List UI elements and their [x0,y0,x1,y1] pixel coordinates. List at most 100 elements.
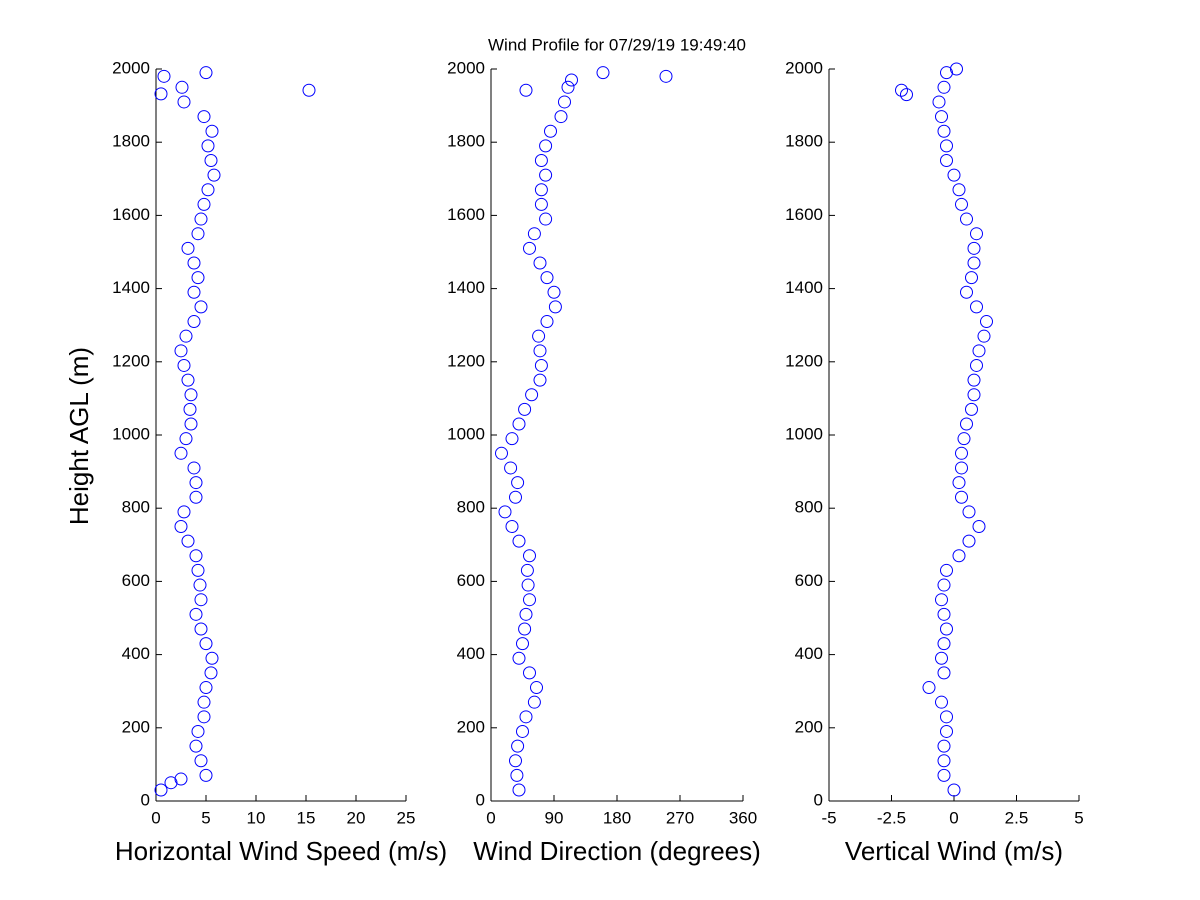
point [940,139,953,153]
point [194,593,208,607]
point [207,168,221,182]
y-tick-label: 0 [141,790,150,809]
point [967,256,981,270]
y-tick-label: 1800 [112,132,150,151]
point [970,358,983,372]
x-tick-label: 15 [297,808,316,827]
x-axis-label: Wind Direction (degrees) [473,836,761,866]
point [205,651,219,665]
point [970,227,983,241]
y-tick-label: 1000 [112,424,150,443]
point [194,300,208,314]
y-tick-label: 1200 [785,351,823,370]
point [952,549,966,563]
point [972,344,986,358]
point [520,563,534,577]
point [955,461,968,475]
point [977,329,991,343]
point [164,776,178,790]
point [197,197,211,211]
y-tick-label: 2000 [447,58,485,77]
point [521,578,535,592]
point [184,417,198,431]
point [191,563,205,577]
point [547,285,561,299]
point [937,578,951,592]
point [937,637,951,651]
y-tick-label: 1800 [785,132,823,151]
point [937,739,951,753]
point [199,681,213,695]
point [558,95,571,109]
point [193,578,207,592]
point [509,490,522,504]
point [940,66,953,80]
y-tick-label: 200 [795,717,823,736]
y-axis-label: Height AGL (m) [64,347,94,525]
point [955,446,968,460]
point [189,490,203,504]
x-tick-label: 360 [729,808,757,827]
x-tick-label: 25 [397,808,416,827]
point [962,534,976,548]
y-tick-label: 600 [122,571,150,590]
x-tick-label: 180 [603,808,631,827]
y-tick-label: 200 [122,717,150,736]
point [957,432,971,446]
y-tick-label: 1800 [447,132,485,151]
y-tick-label: 400 [457,644,485,663]
point [189,739,203,753]
point [177,95,191,109]
point [181,241,195,255]
x-tick-label: 10 [247,808,266,827]
y-tick-label: 1600 [112,205,150,224]
x-tick-label: 90 [545,808,564,827]
point [900,88,913,102]
point [516,637,529,651]
point [183,402,197,416]
y-tick-label: 200 [457,717,485,736]
y-tick-label: 1400 [447,278,485,297]
point [154,87,168,101]
point [495,446,508,460]
point [197,110,211,124]
y-tick-label: 600 [795,571,823,590]
y-tick-label: 0 [476,790,485,809]
y-tick-label: 400 [795,644,823,663]
y-tick-label: 1400 [112,278,150,297]
point [523,549,536,563]
point [544,124,557,138]
point [554,110,568,124]
y-tick-label: 800 [795,498,823,517]
point [967,241,981,255]
point [204,154,218,167]
point [540,315,554,329]
point [937,754,951,768]
point [512,651,526,665]
x-tick-label: 20 [347,808,366,827]
point [509,754,522,768]
point [548,300,562,314]
x-tick-label: 0 [949,808,958,827]
point [516,724,529,738]
point [518,402,532,416]
y-tick-label: 1200 [447,351,485,370]
y-tick-label: 1200 [112,351,150,370]
point [184,388,198,402]
point [175,80,189,94]
point [534,154,548,167]
point [191,271,205,285]
y-tick-label: 400 [122,644,150,663]
point [895,83,908,97]
point [204,666,218,680]
point [960,285,973,299]
point [199,768,213,782]
point [955,490,968,504]
point [189,607,203,621]
y-tick-label: 1600 [785,205,823,224]
point [523,241,536,255]
point [525,388,539,402]
point [533,344,547,358]
point [965,402,978,416]
